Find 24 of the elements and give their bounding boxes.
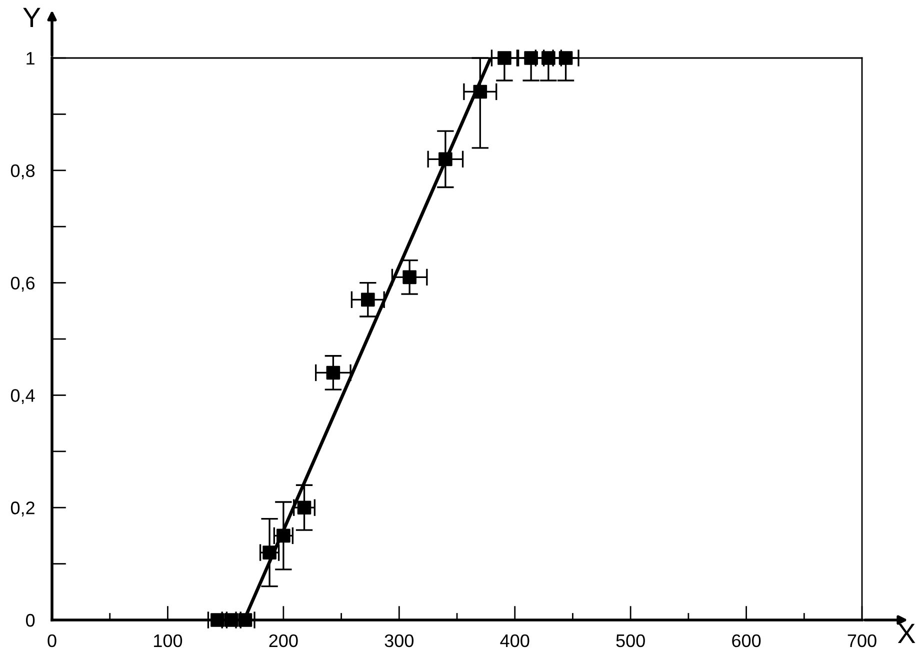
x-tick-label: 100 bbox=[154, 634, 182, 648]
y-tick-label: 0,8 bbox=[10, 164, 35, 180]
x-tick-label: 700 bbox=[848, 634, 876, 648]
y-tick-label: 0,2 bbox=[10, 502, 34, 516]
y-tick-label: 0 bbox=[26, 614, 35, 627]
y-tick-label: 1 bbox=[26, 52, 34, 65]
x-tick-label: 300 bbox=[384, 634, 414, 648]
point bbox=[297, 500, 312, 515]
x-axis-title: X bbox=[898, 624, 916, 643]
point bbox=[224, 613, 238, 627]
x-tick-label: 200 bbox=[269, 634, 298, 648]
y-axis-title: Y bbox=[23, 8, 40, 27]
x-tick-label: 600 bbox=[732, 634, 761, 648]
point bbox=[360, 292, 375, 307]
point bbox=[210, 613, 224, 627]
point bbox=[498, 51, 512, 65]
x-tick-label: 500 bbox=[616, 634, 645, 648]
point bbox=[326, 366, 340, 380]
x-tick-label: 400 bbox=[500, 634, 530, 648]
y-tick-label: 0,6 bbox=[10, 276, 35, 292]
x-tick-label: 0 bbox=[48, 634, 56, 648]
point bbox=[402, 270, 416, 284]
point bbox=[238, 613, 252, 627]
y-tick-label: 0,4 bbox=[10, 389, 35, 404]
